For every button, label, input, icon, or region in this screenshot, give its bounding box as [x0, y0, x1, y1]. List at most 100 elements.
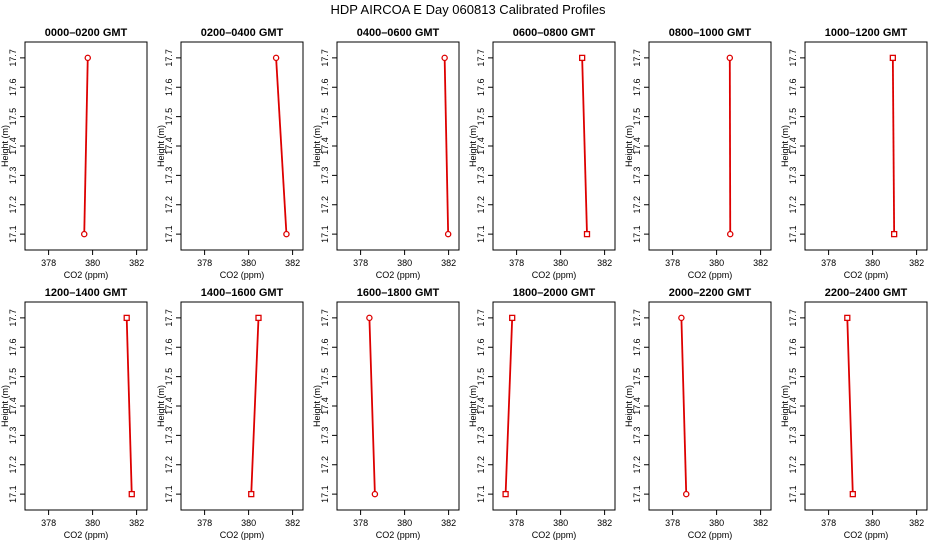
y-tick-label: 17.3: [476, 167, 486, 185]
data-point: [579, 54, 586, 62]
y-tick-label: 17.5: [476, 368, 486, 386]
x-tick-label: 378: [353, 258, 368, 268]
y-axis-label: Height (m): [312, 125, 322, 167]
x-tick-label: 382: [597, 518, 612, 528]
y-tick-label: 17.5: [788, 108, 798, 126]
y-tick-label: 17.1: [788, 225, 798, 243]
y-tick-label: 17.4: [320, 137, 330, 155]
y-tick-label: 17.3: [788, 167, 798, 185]
y-tick-label: 17.7: [476, 49, 486, 67]
y-tick-label: 17.6: [788, 338, 798, 356]
x-tick-label: 382: [129, 258, 144, 268]
x-axis-label: CO2 (ppm): [532, 270, 577, 280]
x-tick-label: 382: [753, 518, 768, 528]
profile-panel: 0200–0400 GMT 378 380 382 17.1 17.2 17.3 17.4 17…: [156, 27, 304, 280]
plot-frame: [648, 301, 772, 511]
y-tick-label: 17.6: [320, 78, 330, 96]
y-tick-label: 17.5: [164, 108, 174, 126]
profile-line: [125, 317, 133, 495]
y-tick-label: 17.3: [476, 427, 486, 445]
panel-title: 1400–1600 GMT: [201, 287, 284, 299]
y-tick-label: 17.3: [320, 167, 330, 185]
x-tick-label: 378: [197, 518, 212, 528]
data-point: [371, 490, 379, 498]
panel-title: 0800–1000 GMT: [669, 27, 752, 39]
y-tick-label: 17.1: [164, 225, 174, 243]
x-tick-label: 378: [665, 258, 680, 268]
y-tick-label: 17.2: [788, 456, 798, 474]
y-tick-label: 17.7: [632, 49, 642, 67]
data-point: [726, 54, 734, 62]
y-axis-label: Height (m): [312, 385, 322, 427]
x-tick-label: 380: [865, 518, 880, 528]
profile-line: [275, 57, 288, 235]
y-tick-label: 17.7: [320, 309, 330, 327]
y-tick-label: 17.5: [632, 108, 642, 126]
data-point: [123, 314, 130, 322]
y-tick-label: 17.3: [632, 427, 642, 445]
x-tick-label: 382: [441, 258, 456, 268]
x-tick-label: 380: [241, 518, 256, 528]
data-point: [248, 490, 255, 498]
data-point: [844, 314, 851, 322]
data-point: [255, 314, 262, 322]
figure-title: HDP AIRCOA E Day 060813 Calibrated Profi…: [330, 2, 606, 17]
data-point: [80, 230, 88, 238]
profile-line: [891, 57, 896, 235]
data-point: [444, 230, 452, 238]
y-tick-label: 17.1: [788, 485, 798, 503]
data-point: [272, 54, 280, 62]
y-tick-label: 17.5: [788, 368, 798, 386]
y-tick-label: 17.1: [8, 225, 18, 243]
y-tick-label: 17.1: [476, 485, 486, 503]
profile-line: [250, 317, 260, 495]
x-axis-label: CO2 (ppm): [376, 530, 421, 540]
y-axis-label: Height (m): [780, 125, 790, 167]
profile-panel: 2000–2200 GMT 378 380 382 17.1 17.2 17.3 17.4 17…: [624, 287, 772, 540]
y-tick-label: 17.6: [632, 78, 642, 96]
data-point: [678, 314, 685, 322]
y-tick-label: 17.6: [164, 338, 174, 356]
x-tick-label: 380: [553, 258, 568, 268]
y-tick-label: 17.3: [788, 427, 798, 445]
y-axis-label: Height (m): [624, 385, 634, 427]
y-tick-label: 17.6: [476, 78, 486, 96]
x-tick-label: 380: [397, 518, 412, 528]
plot-frame: [336, 301, 460, 511]
y-axis-label: Height (m): [0, 385, 10, 427]
y-axis-label: Height (m): [156, 385, 166, 427]
y-tick-label: 17.7: [788, 49, 798, 67]
x-tick-label: 382: [909, 518, 924, 528]
y-tick-label: 17.3: [8, 167, 18, 185]
y-tick-label: 17.6: [164, 78, 174, 96]
x-tick-label: 380: [397, 258, 412, 268]
data-point: [726, 230, 734, 238]
y-tick-label: 17.4: [476, 397, 486, 415]
y-tick-label: 17.4: [476, 137, 486, 155]
y-tick-label: 17.4: [8, 137, 18, 155]
y-tick-label: 17.5: [632, 368, 642, 386]
x-tick-label: 380: [85, 258, 100, 268]
profile-panel: 0800–1000 GMT 378 380 382 17.1 17.2 17.3 17.4 17…: [624, 27, 772, 280]
plot-frame: [804, 301, 928, 511]
x-tick-label: 382: [597, 258, 612, 268]
panel-title: 2000–2200 GMT: [669, 287, 752, 299]
y-tick-label: 17.2: [164, 456, 174, 474]
y-tick-label: 17.4: [320, 397, 330, 415]
data-point: [441, 54, 448, 62]
x-tick-label: 380: [865, 258, 880, 268]
profile-line: [846, 317, 854, 495]
profile-panel: 1600–1800 GMT 378 380 382 17.1 17.2 17.3 17.4 17…: [312, 287, 460, 540]
y-tick-label: 17.1: [476, 225, 486, 243]
panel-title: 0000–0200 GMT: [45, 27, 128, 39]
data-point: [682, 490, 690, 498]
x-axis-label: CO2 (ppm): [64, 530, 109, 540]
y-tick-label: 17.2: [164, 196, 174, 214]
y-tick-label: 17.3: [320, 427, 330, 445]
y-tick-label: 17.4: [164, 137, 174, 155]
y-tick-label: 17.7: [632, 309, 642, 327]
panel-title: 0400–0600 GMT: [357, 27, 440, 39]
y-tick-label: 17.2: [632, 456, 642, 474]
y-tick-label: 17.5: [164, 368, 174, 386]
x-tick-label: 382: [285, 518, 300, 528]
